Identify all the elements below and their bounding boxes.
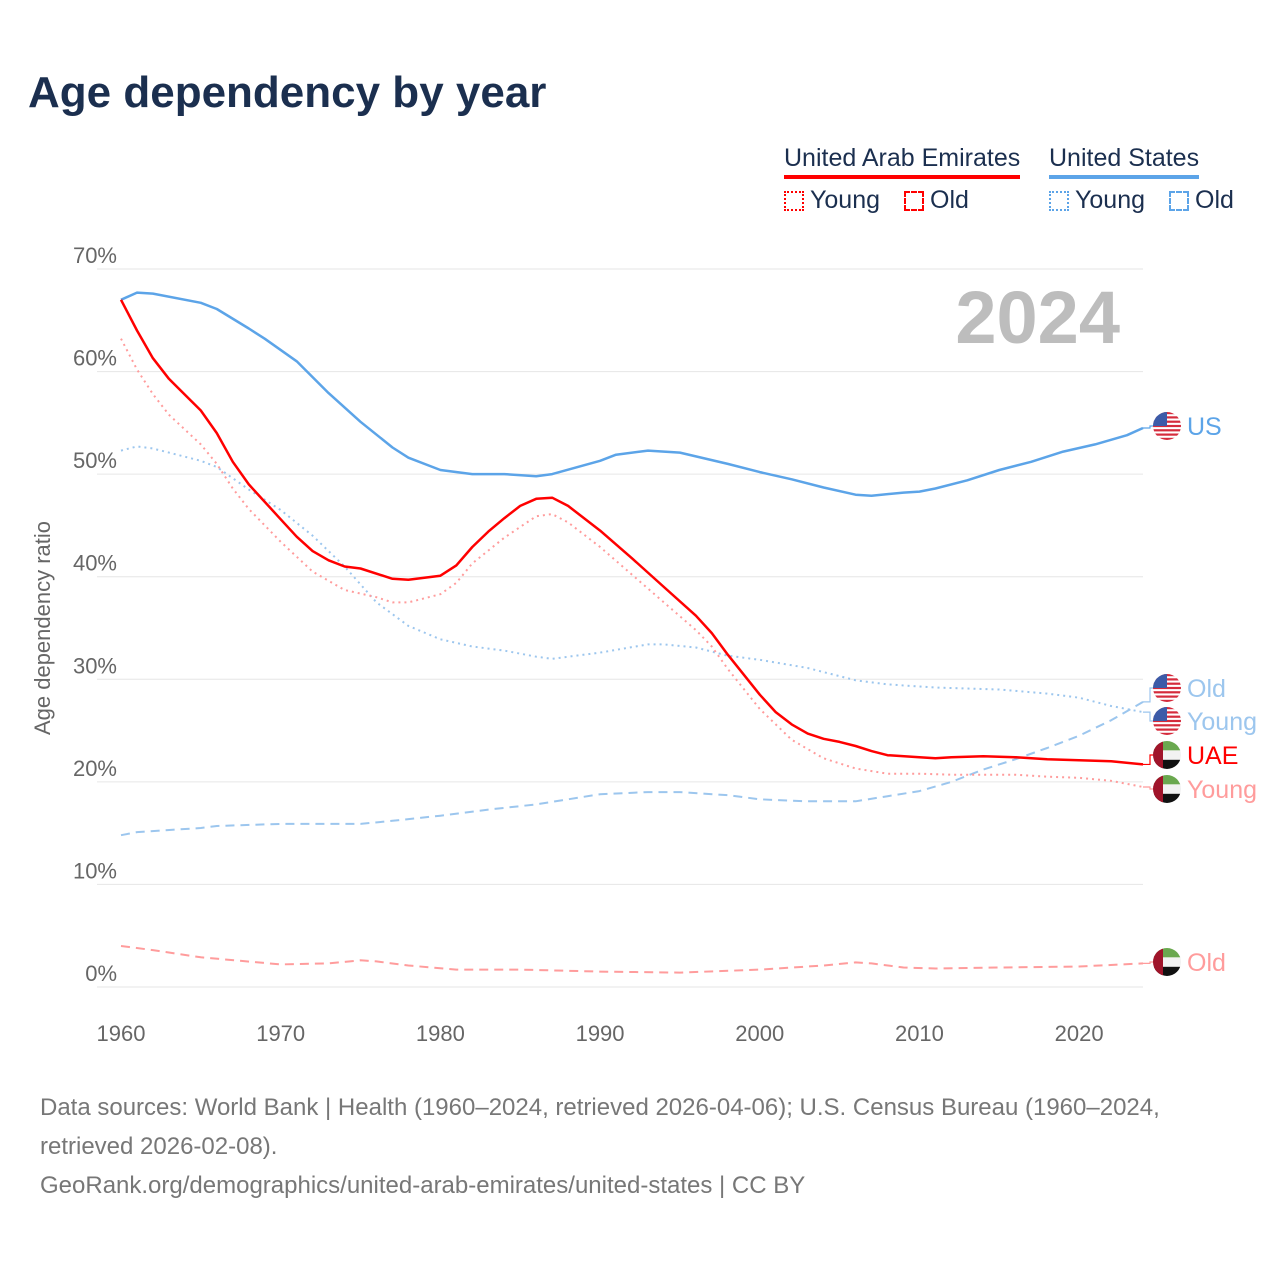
y-tick-label: 10% (73, 858, 117, 883)
y-tick-label: 30% (73, 653, 117, 678)
y-tick-label: 50% (73, 448, 117, 473)
series-line-us-old[interactable] (120, 701, 1144, 837)
series-line-us-young[interactable] (120, 445, 1144, 714)
uae-flag-icon (1153, 948, 1181, 976)
uae-flag-icon (1153, 741, 1181, 769)
y-axis-label: Age dependency ratio (30, 521, 55, 735)
line-chart: 0% 10% 20% 30% 40% 50% 60% 70% 1960 1970 1980 1990 2… (30, 243, 1257, 1046)
us-flag-icon (1153, 674, 1181, 702)
legend-us-young[interactable]: Young (1049, 186, 1145, 215)
year-overlay: 2024 (955, 276, 1120, 359)
uae-flag-icon (1153, 775, 1181, 803)
end-label: US (1187, 413, 1222, 441)
legend-uae-young[interactable]: Young (784, 186, 880, 215)
x-tick-label: 2020 (1055, 1021, 1104, 1046)
y-tick-label: 60% (73, 346, 117, 371)
x-tick-label: 2010 (895, 1021, 944, 1046)
legend-label: Young (1075, 186, 1145, 214)
series-line-us[interactable] (120, 291, 1144, 497)
series-line-uae[interactable] (119, 299, 1144, 766)
dashed-swatch-icon (904, 190, 924, 211)
legend-group-uae[interactable]: United Arab Emirates (784, 144, 1021, 179)
footer: Data sources: World Bank | Health (1960–… (40, 1088, 1250, 1205)
legend-label: Old (930, 186, 969, 214)
y-tick-label: 0% (85, 961, 117, 986)
legend-us-old[interactable]: Old (1169, 186, 1234, 215)
series-line-uae-young[interactable] (120, 338, 1144, 788)
y-tick-label: 70% (73, 243, 117, 268)
end-label: Old (1187, 675, 1226, 703)
x-tick-label: 1960 (97, 1021, 146, 1046)
legend-label: Old (1195, 186, 1234, 214)
x-tick-label: 1990 (576, 1021, 625, 1046)
dashed-swatch-icon (1169, 190, 1189, 211)
x-tick-label: 1970 (256, 1021, 305, 1046)
end-label: Young (1187, 708, 1257, 736)
y-tick-label: 20% (73, 756, 117, 781)
series-line-uae-old[interactable] (120, 945, 1144, 974)
y-tick-label: 40% (73, 551, 117, 576)
legend-group-us[interactable]: United States (1049, 144, 1200, 179)
dotted-swatch-icon (1049, 190, 1069, 211)
end-label: UAE (1187, 742, 1238, 770)
x-tick-label: 1980 (416, 1021, 465, 1046)
end-label: Young (1187, 776, 1257, 804)
us-flag-icon (1153, 412, 1181, 440)
end-label: Old (1187, 949, 1226, 977)
page-title: Age dependency by year (28, 68, 547, 117)
legend-uae-old[interactable]: Old (904, 186, 969, 215)
x-tick-label: 2000 (735, 1021, 784, 1046)
source-link[interactable]: GeoRank.org/demographics/united-arab-emi… (40, 1172, 806, 1199)
us-flag-icon (1153, 707, 1181, 735)
legend-label: Young (810, 186, 880, 214)
data-sources: Data sources: World Bank | Health (1960–… (40, 1094, 1160, 1160)
dotted-swatch-icon (784, 190, 804, 211)
